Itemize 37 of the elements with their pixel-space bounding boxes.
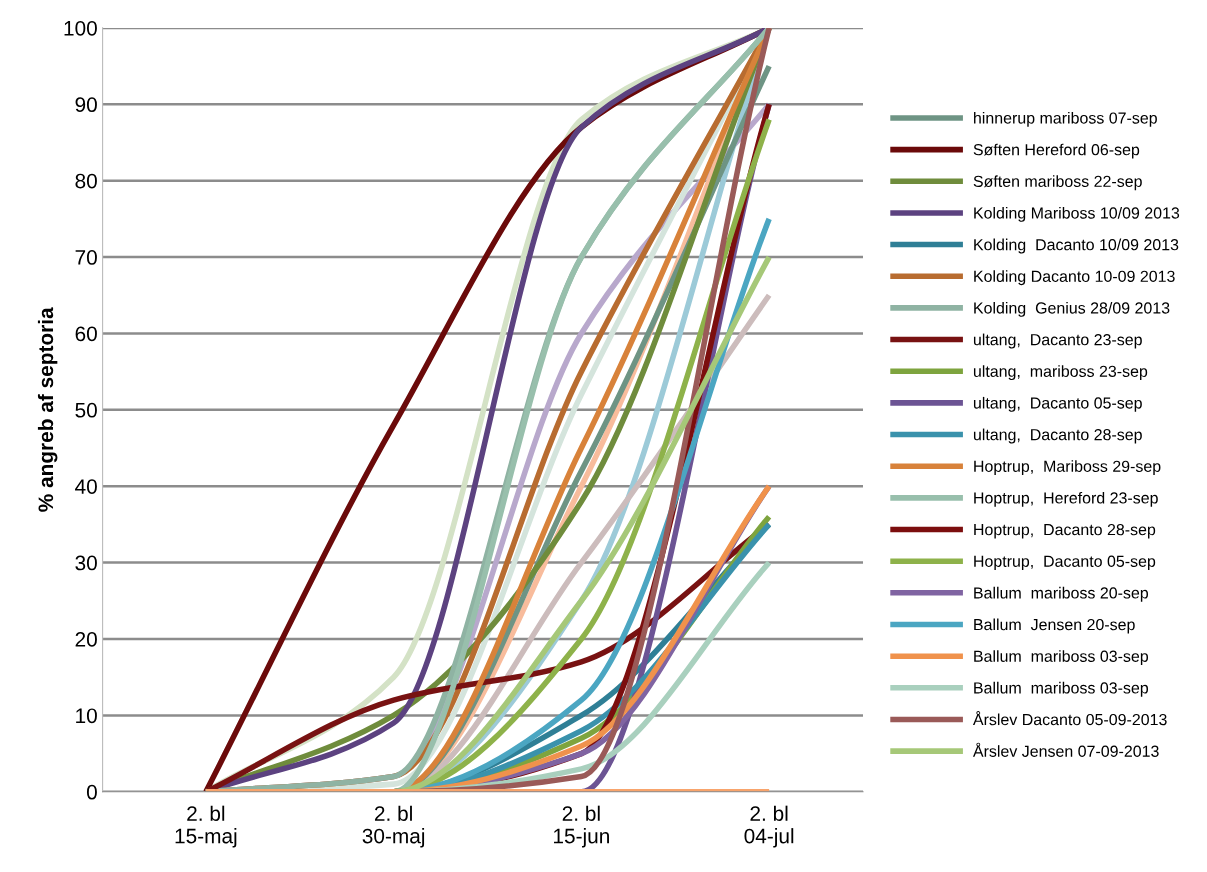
y-tick-label: 90 — [75, 97, 97, 113]
y-tick-label: 70 — [75, 250, 97, 265]
legend-label: Hoptrup, Dacanto 28-sep — [974, 523, 1156, 539]
legend-label: Ballum mariboss 20-sep — [974, 586, 1149, 602]
y-tick-label: 60 — [75, 326, 97, 342]
legend-label: Søften Hereford 06-sep — [973, 143, 1140, 159]
y-tick-label: 80 — [75, 173, 97, 189]
y-tick-label: 100 — [64, 20, 97, 36]
legend-label: Kolding Mariboss 10/09 2013 — [974, 206, 1180, 222]
legend-label: Ballum Jensen 20-sep — [974, 618, 1135, 634]
legend-label: ultang, Dacanto 28-sep — [973, 428, 1142, 444]
y-tick-label: 40 — [75, 479, 97, 494]
legend-label: hinnerup mariboss 07-sep — [974, 111, 1157, 127]
legend-label: Søften mariboss 22-sep — [973, 175, 1142, 191]
legend-label: Hoptrup, Dacanto 05-sep — [974, 555, 1156, 571]
x-tick-label: 2. bl 04-jul — [744, 805, 794, 848]
y-tick-label: 30 — [75, 555, 97, 571]
y-axis-title: % angreb af septoria — [37, 307, 58, 512]
legend-label: Kolding Dacanto 10/09 2013 — [974, 238, 1179, 254]
legend-label: Årslev Jensen 07-09-2013 — [972, 742, 1159, 757]
legend-label: ultang, mariboss 23-sep — [973, 365, 1148, 381]
y-tick-label: 50 — [75, 402, 97, 418]
legend-label: Ballum mariboss 03-sep — [974, 681, 1149, 697]
y-tick-label: 10 — [76, 708, 97, 724]
y-tick-label: 0 — [86, 784, 97, 800]
legend-label: ultang, Dacanto 23-sep — [973, 333, 1142, 349]
legend-label: Hoptrup, Hereford 23-sep — [974, 491, 1158, 507]
x-tick-label: 2. bl 15-jun — [554, 805, 609, 848]
legend-label: Kolding Genius 28/09 2013 — [974, 301, 1170, 317]
legend-label: Kolding Dacanto 10-09 2013 — [974, 270, 1175, 286]
x-tick-label: 2. bl 15-maj — [175, 805, 237, 848]
legend-label: ultang, Dacanto 05-sep — [973, 396, 1142, 412]
y-tick-label: 20 — [75, 632, 97, 647]
legend-label: Hoptrup, Mariboss 29-sep — [974, 460, 1161, 476]
legend-label: Årslev Dacanto 05-09-2013 — [972, 711, 1167, 726]
legend-label: Ballum mariboss 03-sep — [974, 650, 1149, 666]
x-tick-label: 2. bl 30-maj — [362, 805, 425, 848]
